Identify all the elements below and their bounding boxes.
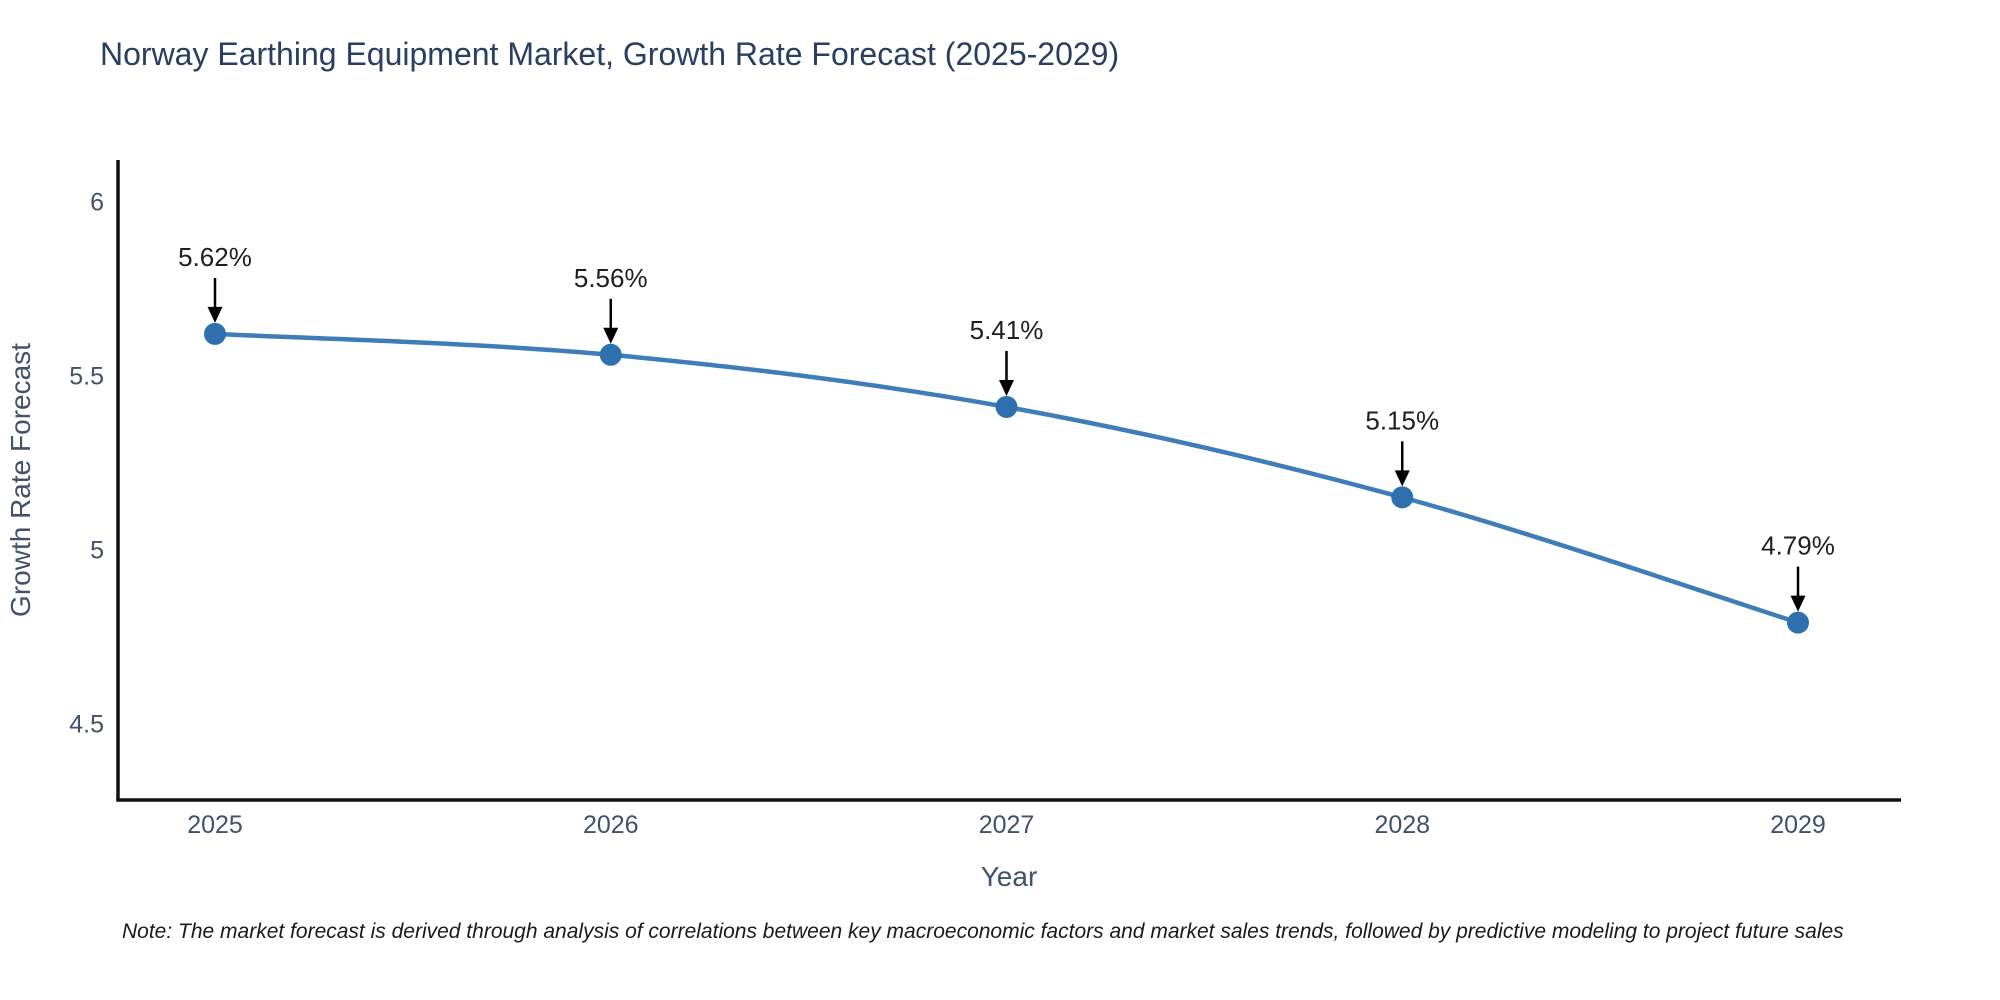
y-tick-label: 5.5 xyxy=(69,363,104,391)
data-point-marker xyxy=(599,343,622,366)
trend-line-group xyxy=(204,322,1809,634)
data-point-marker xyxy=(995,395,1018,418)
point-annotation-label: 5.56% xyxy=(574,263,648,293)
x-tick-label: 2028 xyxy=(1374,811,1430,839)
x-tick-label: 2025 xyxy=(187,811,243,839)
axis-ticks: 4.5 5 5.5 6 2025 2026 2027 2028 2029 xyxy=(69,189,1826,839)
annotation-arrowhead-icon xyxy=(603,327,619,344)
data-point-marker xyxy=(1391,486,1414,509)
point-annotation-label: 5.62% xyxy=(178,242,252,272)
footnote: Note: The market forecast is derived thr… xyxy=(122,920,1844,943)
y-tick-label: 5 xyxy=(90,537,104,565)
x-tick-label: 2026 xyxy=(583,811,639,839)
data-point-marker xyxy=(204,322,226,345)
annotation-arrowhead-icon xyxy=(1790,595,1806,612)
y-tick-label: 6 xyxy=(90,189,104,217)
data-point-marker xyxy=(1787,611,1809,634)
x-tick-label: 2029 xyxy=(1770,811,1826,839)
annotation-arrowhead-icon xyxy=(999,379,1014,396)
y-axis-title: Growth Rate Forecast xyxy=(5,343,36,617)
point-annotation-label: 5.41% xyxy=(970,315,1044,345)
x-tick-label: 2027 xyxy=(979,811,1035,839)
chart-title: Norway Earthing Equipment Market, Growth… xyxy=(100,36,1120,72)
annotation-arrowhead-icon xyxy=(207,306,223,323)
annotation-arrowhead-icon xyxy=(1394,470,1410,487)
point-annotation-label: 5.15% xyxy=(1365,405,1439,435)
y-tick-label: 4.5 xyxy=(69,710,104,738)
point-annotation-label: 4.79% xyxy=(1761,531,1835,561)
x-axis-title: Year xyxy=(981,861,1038,892)
annotations-group: 5.62% 5.56% 5.41% 5.15% 4.79% xyxy=(178,242,1835,612)
